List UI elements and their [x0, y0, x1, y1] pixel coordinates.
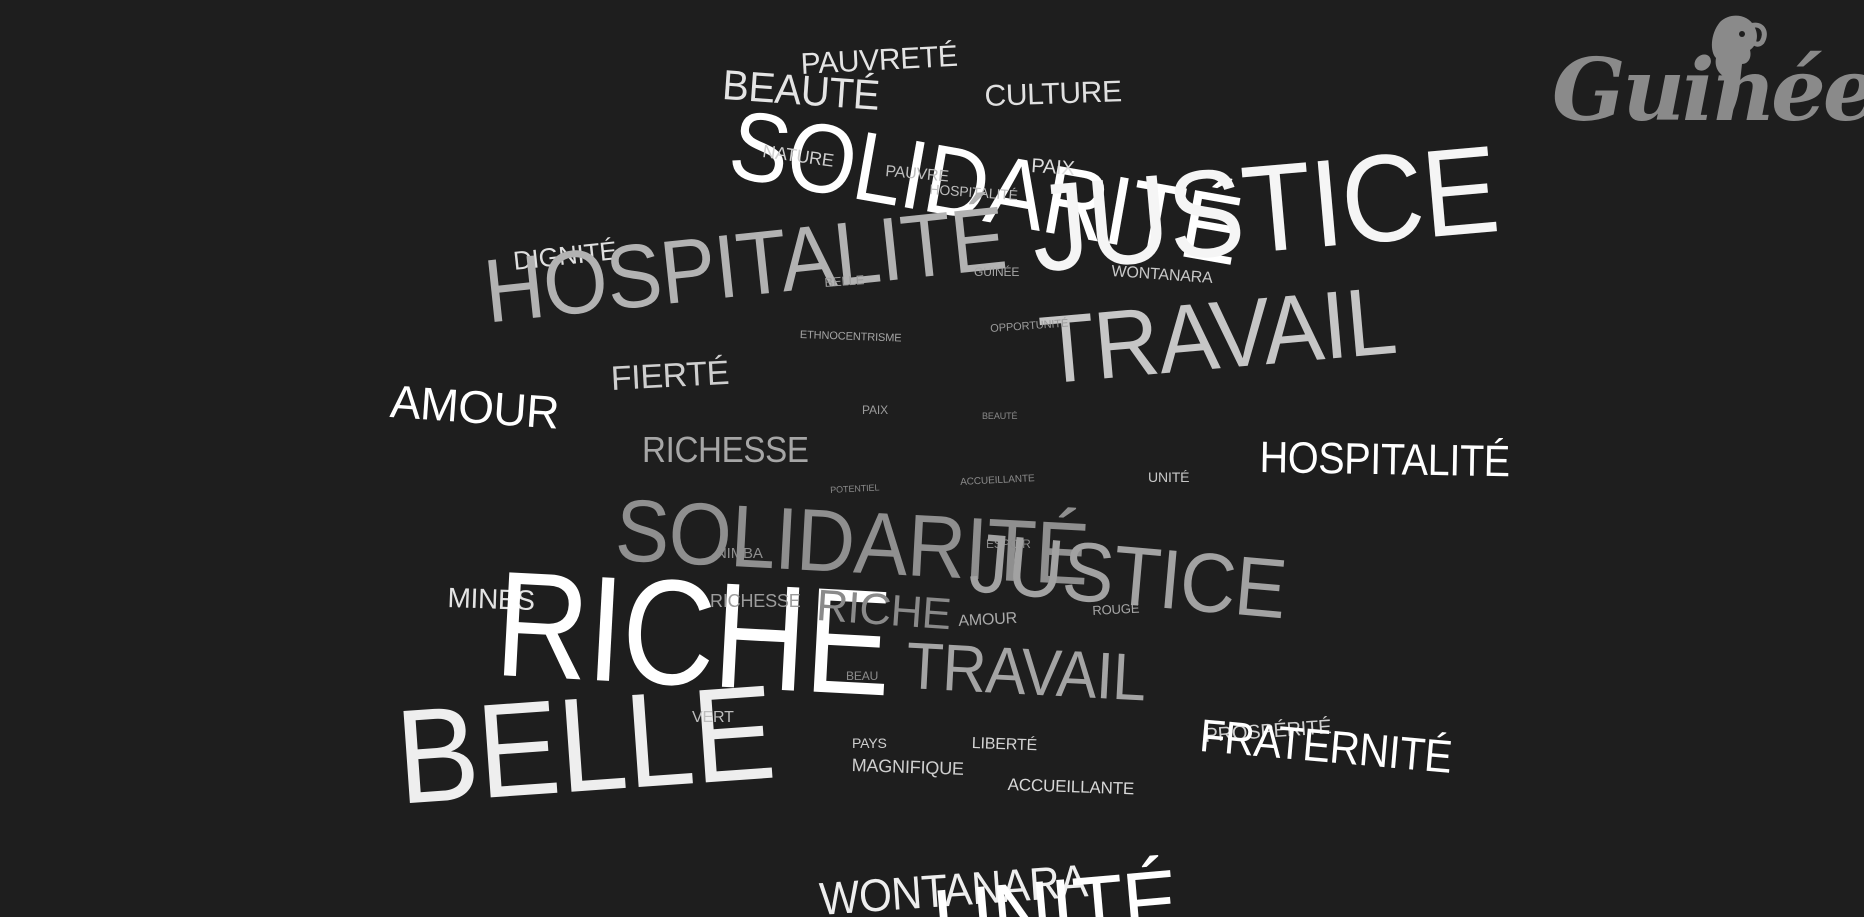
word-beau: BEAU	[846, 669, 879, 683]
word-pays: PAYS	[852, 735, 887, 751]
word-rouge: ROUGE	[1091, 600, 1140, 618]
word-ethnocentrisme: ETHNOCENTRISME	[799, 329, 902, 345]
word-amour: AMOUR	[957, 609, 1018, 630]
word-accueillante: ACCUEILLANTE	[1007, 775, 1135, 799]
elephant-head-icon	[1711, 15, 1767, 116]
guinee-logo: Guinée	[1552, 10, 1864, 140]
word-liberte: LIBERTÉ	[971, 735, 1038, 755]
word-nimba: NIMBA	[716, 545, 763, 562]
word-hospitalite: HOSPITALITÉ	[1259, 433, 1511, 487]
word-unite: UNITÉ	[1148, 469, 1190, 485]
word-magnifique: MAGNIFIQUE	[851, 755, 965, 779]
word-fierte: FIERTÉ	[609, 353, 730, 398]
word-accueillante: ACCUEILLANTE	[959, 473, 1035, 488]
word-hospitalite: HOSPITALITÉ	[479, 188, 1011, 343]
word-culture: CULTURE	[983, 75, 1123, 113]
word-vert: VERT	[692, 709, 734, 726]
logo-wordmark: Guinée	[1552, 40, 1864, 141]
word-fraternite: FRATERNITÉ	[1197, 709, 1455, 783]
word-beaute: BEAUTÉ	[982, 411, 1018, 421]
word-belle: BELLE	[823, 272, 865, 290]
word-belle: BELLE	[391, 657, 779, 833]
word-espoir: ESPOIR	[986, 537, 1031, 551]
word-guinee: GUINÉE	[974, 265, 1020, 279]
word-richesse: RICHESSE	[642, 429, 809, 470]
word-amour: AMOUR	[388, 375, 561, 439]
word-richesse: RICHESSE	[710, 591, 801, 611]
word-travail: TRAVAIL	[904, 628, 1148, 715]
word-paix: PAIX	[862, 403, 888, 417]
